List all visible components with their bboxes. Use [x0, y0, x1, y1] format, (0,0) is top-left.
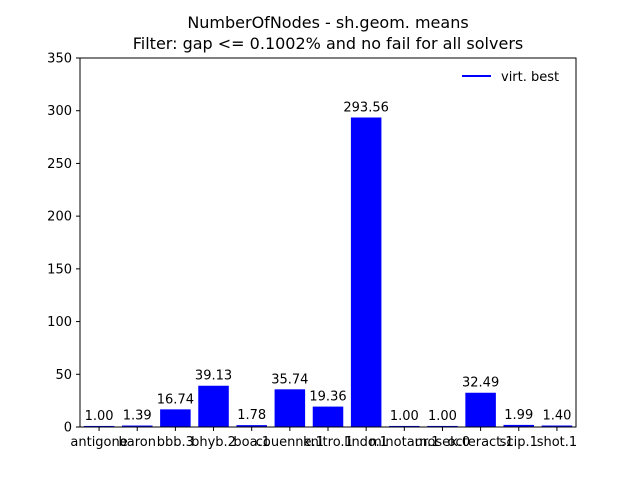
bar: [427, 425, 458, 427]
x-tick-label: couenne.1: [256, 435, 324, 450]
bar: [121, 425, 153, 427]
y-tick-label: 100: [47, 315, 72, 330]
bar-value-label: 1.78: [237, 408, 266, 423]
x-tick-label: lindo.1: [344, 435, 388, 450]
y-tick-label: 150: [47, 262, 72, 277]
bar-value-label: 39.13: [195, 369, 232, 384]
x-tick-label: octeract.1: [448, 435, 514, 450]
x-tick-label: scip.1: [500, 435, 538, 450]
bar-value-label: 1.00: [85, 409, 114, 424]
bar-value-label: 19.36: [309, 390, 346, 405]
bar: [274, 389, 306, 427]
bar: [503, 424, 535, 427]
bar: [465, 392, 496, 427]
x-tick-label: bhyb.2: [191, 435, 236, 450]
bar: [198, 385, 229, 427]
bar: [389, 425, 420, 427]
bar: [350, 117, 382, 428]
bar-value-label: 35.74: [271, 372, 308, 387]
bar-value-label: 1.40: [542, 409, 571, 424]
chart-title: NumberOfNodes - sh.geom. means: [187, 13, 468, 32]
x-tick-label: boa.1: [233, 435, 270, 450]
bar: [541, 425, 573, 427]
x-tick-label: knitro.1: [303, 435, 353, 450]
chart-subtitle: Filter: gap <= 0.1002% and no fail for a…: [133, 34, 523, 53]
y-tick-label: 0: [64, 421, 72, 436]
y-axis: 0 50 100 150 200 250 300 350: [47, 52, 80, 436]
bar-series: [83, 117, 573, 428]
x-tick-label: baron: [118, 435, 155, 450]
bar-value-label: 293.56: [343, 101, 389, 116]
x-tick-label: mosek.0: [415, 435, 470, 450]
bar-value-label: 1.00: [428, 409, 457, 424]
bar-value-label: 16.74: [157, 392, 194, 407]
x-tick-label: shot.1: [537, 435, 577, 450]
bar: [236, 425, 267, 427]
x-tick-label: minotaur.1: [369, 435, 439, 450]
bar: [83, 425, 115, 427]
y-tick-label: 350: [47, 52, 72, 67]
y-tick-label: 200: [47, 210, 72, 225]
bar: [160, 409, 191, 427]
bar-value-label: 1.39: [123, 409, 152, 424]
legend: virt. best: [462, 70, 559, 85]
legend-label-virt-best: virt. best: [501, 70, 559, 85]
y-tick-label: 50: [55, 368, 72, 383]
bar: [312, 406, 344, 427]
x-tick-label: antigone: [70, 435, 127, 450]
y-tick-label: 300: [47, 104, 72, 119]
plot-frame: [79, 57, 577, 428]
bar-value-label: 1.99: [504, 408, 533, 423]
y-tick-label: 250: [47, 157, 72, 172]
bar-value-label: 1.00: [390, 409, 419, 424]
x-tick-label: bbb.3: [157, 435, 194, 450]
bar-value-label: 32.49: [462, 376, 499, 391]
